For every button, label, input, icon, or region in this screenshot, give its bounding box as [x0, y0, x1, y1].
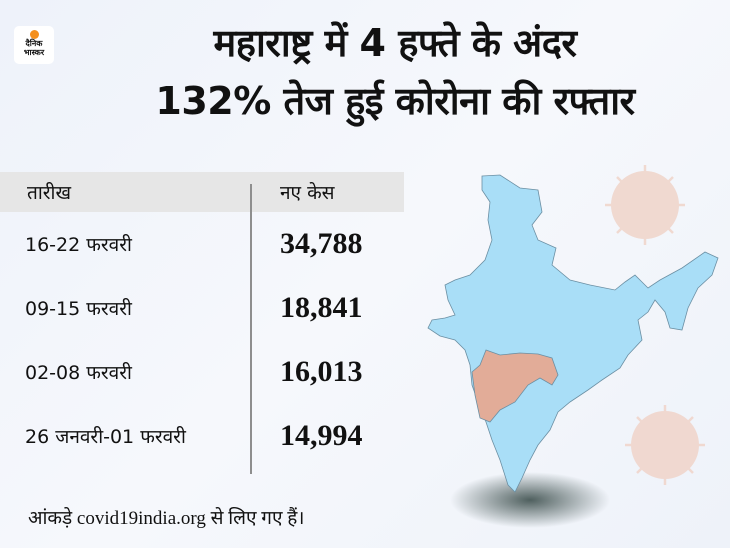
row-date: 16-22 फरवरी — [25, 234, 132, 256]
title-line2: 132% तेज हुई कोरोना की रफ्तार — [155, 79, 635, 123]
column-divider — [250, 184, 252, 474]
dainik-bhaskar-logo: दैनिक भास्कर — [14, 26, 54, 64]
row-date: 09-15 फरवरी — [25, 298, 132, 320]
table-row: 02-08 फरवरी 16,013 — [0, 340, 404, 404]
row-cases: 18,841 — [280, 291, 363, 324]
row-cases: 14,994 — [280, 419, 363, 452]
row-cases: 16,013 — [280, 355, 363, 388]
india-map — [420, 140, 730, 540]
row-cases: 34,788 — [280, 227, 363, 260]
logo-line2: भास्कर — [23, 48, 45, 57]
table-header: तारीख नए केस — [0, 172, 404, 212]
title-line1: महाराष्ट्र में 4 हफ्ते के अंदर — [213, 21, 577, 65]
cases-table: तारीख नए केस 16-22 फरवरी 34,788 09-15 फर… — [0, 172, 404, 474]
row-date: 26 जनवरी-01 फरवरी — [25, 426, 186, 448]
row-date: 02-08 फरवरी — [25, 362, 132, 384]
source-note: आंकड़े covid19india.org से लिए गए हैं। — [28, 508, 305, 529]
header-cases: नए केस — [280, 182, 335, 204]
map-shadow — [450, 472, 610, 528]
india-outline — [427, 174, 719, 493]
logo-dot-icon — [29, 30, 39, 39]
page-title: महाराष्ट्र में 4 हफ्ते के अंदर 132% तेज … — [60, 14, 730, 130]
table-row: 16-22 फरवरी 34,788 — [0, 212, 404, 276]
virus-icon — [625, 405, 705, 485]
logo-line1: दैनिक — [25, 39, 43, 48]
header-date: तारीख — [27, 182, 71, 204]
table-row: 09-15 फरवरी 18,841 — [0, 276, 404, 340]
maharashtra-highlight — [471, 349, 559, 423]
table-row: 26 जनवरी-01 फरवरी 14,994 — [0, 404, 404, 468]
virus-icon — [605, 165, 685, 245]
